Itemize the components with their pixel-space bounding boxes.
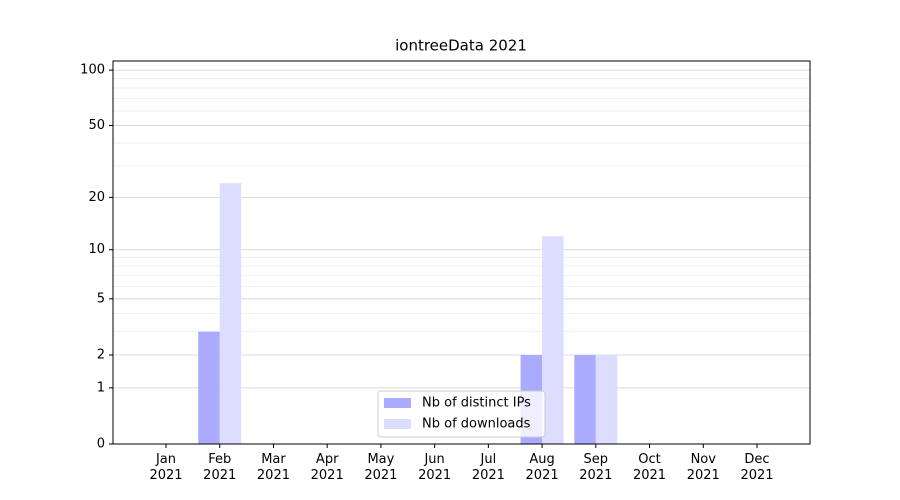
y-tick-label: 20 [88,190,105,205]
bar [542,236,564,444]
y-tick-label: 50 [88,118,105,133]
bar [595,354,618,444]
y-tick-label: 10 [88,242,105,257]
x-tick-label: Dec 2021 [740,452,774,483]
plot-frame [112,60,811,445]
bar [219,183,242,444]
x-tick-label: May 2021 [364,452,398,483]
x-tick-label: Mar 2021 [256,452,290,483]
chart-title: iontreeData 2021 [395,37,527,55]
x-tick-label: Nov 2021 [686,452,720,483]
legend-swatch [384,419,411,429]
y-tick-label: 1 [97,380,105,395]
legend: Nb of distinct IPs Nb of downloads [377,390,546,438]
x-tick-label: Jan 2021 [149,452,183,483]
x-tick-label: Apr 2021 [310,452,344,483]
x-tick-label: Feb 2021 [203,452,237,483]
y-tick-label: 5 [97,291,105,306]
y-tick-label: 100 [80,63,105,78]
x-tick-label: Sep 2021 [579,452,613,483]
legend-label: Nb of distinct IPs [422,396,531,411]
legend-label: Nb of downloads [422,417,531,432]
x-tick-label: Aug 2021 [525,452,559,483]
bar [574,354,596,444]
x-tick-label: Oct 2021 [632,452,667,483]
legend-swatch [384,398,411,408]
x-tick-label: Jun 2021 [418,452,452,483]
x-tick-label: Jul 2021 [471,452,505,483]
legend-box [377,390,546,438]
y-tick-label: 0 [97,437,105,452]
y-tick-label: 2 [97,347,105,362]
bar [198,331,220,444]
